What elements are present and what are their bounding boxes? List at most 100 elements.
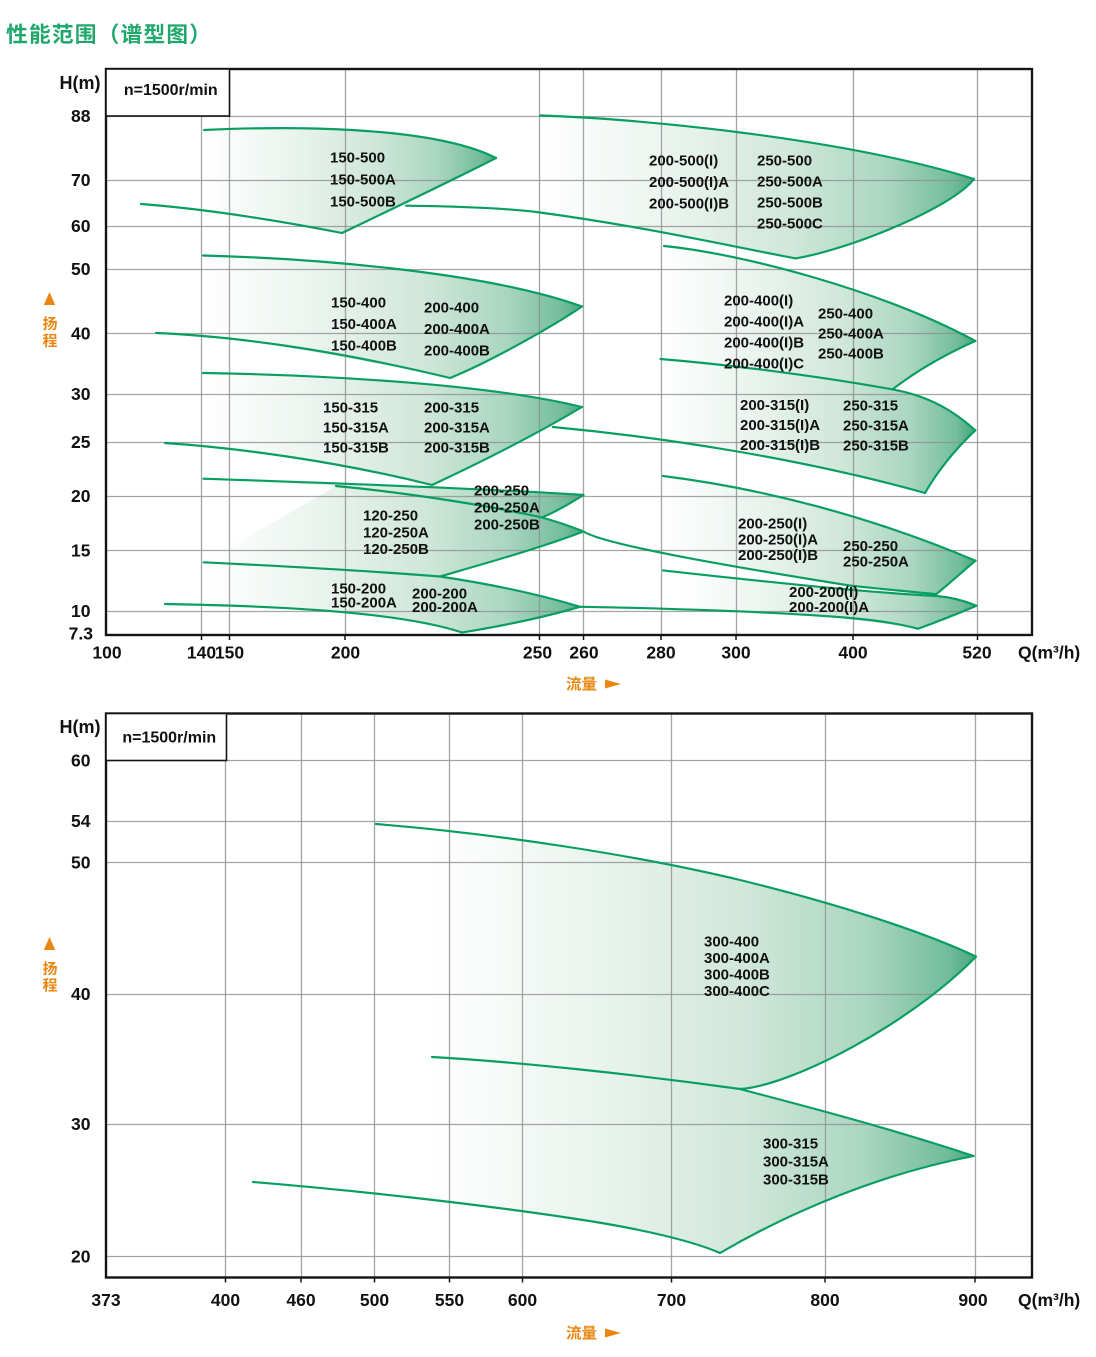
svg-text:150-500A: 150-500A <box>330 171 396 188</box>
svg-text:700: 700 <box>657 1290 686 1310</box>
svg-text:200-250: 200-250 <box>474 482 529 499</box>
svg-text:88: 88 <box>71 106 91 126</box>
svg-text:200-500(I): 200-500(I) <box>649 152 718 169</box>
svg-text:900: 900 <box>958 1290 987 1310</box>
svg-text:7.3: 7.3 <box>69 624 94 644</box>
svg-text:200-315(I): 200-315(I) <box>740 397 809 414</box>
svg-text:60: 60 <box>71 751 91 771</box>
svg-text:30: 30 <box>71 384 91 404</box>
svg-text:250-400A: 250-400A <box>818 325 884 342</box>
svg-text:250-500: 250-500 <box>757 152 812 169</box>
svg-text:n=1500r/min: n=1500r/min <box>124 82 218 99</box>
svg-text:600: 600 <box>508 1290 537 1310</box>
svg-text:100: 100 <box>92 643 121 663</box>
svg-text:200-400(I)C: 200-400(I)C <box>724 355 804 372</box>
svg-text:250-315A: 250-315A <box>843 417 909 434</box>
svg-text:Q(m³/h): Q(m³/h) <box>1018 1290 1080 1310</box>
svg-text:30: 30 <box>71 1114 91 1134</box>
svg-text:300-400: 300-400 <box>704 933 759 950</box>
svg-text:200-200(I)A: 200-200(I)A <box>789 599 869 616</box>
svg-text:200-400B: 200-400B <box>424 342 490 359</box>
svg-text:250-500C: 250-500C <box>757 215 823 232</box>
svg-text:800: 800 <box>810 1290 839 1310</box>
svg-text:150-315: 150-315 <box>323 399 378 416</box>
svg-text:20: 20 <box>71 486 91 506</box>
svg-text:300-315B: 300-315B <box>763 1171 829 1188</box>
svg-text:25: 25 <box>71 432 91 452</box>
svg-text:250-315: 250-315 <box>843 397 898 414</box>
svg-text:200-250(I)B: 200-250(I)B <box>738 547 818 564</box>
svg-text:150-315B: 150-315B <box>323 439 389 456</box>
svg-text:200-315(I)B: 200-315(I)B <box>740 437 820 454</box>
svg-text:50: 50 <box>71 853 91 873</box>
svg-text:150-400: 150-400 <box>331 294 386 311</box>
svg-text:140: 140 <box>187 643 216 663</box>
svg-text:150: 150 <box>215 643 244 663</box>
svg-text:200-315(I)A: 200-315(I)A <box>740 417 820 434</box>
svg-text:300-400C: 300-400C <box>704 983 770 1000</box>
svg-text:150-200A: 150-200A <box>331 594 397 611</box>
svg-text:250-400: 250-400 <box>818 305 873 322</box>
svg-text:120-250A: 120-250A <box>363 524 429 541</box>
svg-text:260: 260 <box>569 643 598 663</box>
svg-text:20: 20 <box>71 1247 91 1267</box>
svg-text:280: 280 <box>646 643 675 663</box>
svg-text:200-500(I)A: 200-500(I)A <box>649 174 729 191</box>
svg-text:250-500A: 250-500A <box>757 173 823 190</box>
svg-text:520: 520 <box>962 643 991 663</box>
svg-text:200-250(I): 200-250(I) <box>738 515 807 532</box>
svg-text:150-315A: 150-315A <box>323 419 389 436</box>
svg-text:250-250: 250-250 <box>843 538 898 555</box>
svg-text:200-315A: 200-315A <box>424 419 490 436</box>
svg-text:120-250B: 120-250B <box>363 541 429 558</box>
svg-text:150-500: 150-500 <box>330 149 385 166</box>
svg-text:n=1500r/min: n=1500r/min <box>122 730 216 747</box>
svg-text:373: 373 <box>91 1290 120 1310</box>
svg-text:200-500(I)B: 200-500(I)B <box>649 195 729 212</box>
svg-text:10: 10 <box>71 601 91 621</box>
svg-text:200-250B: 200-250B <box>474 516 540 533</box>
svg-text:200-400(I)A: 200-400(I)A <box>724 313 804 330</box>
svg-text:15: 15 <box>71 541 91 561</box>
svg-text:550: 550 <box>435 1290 464 1310</box>
svg-text:150-400A: 150-400A <box>331 316 397 333</box>
svg-text:300-315: 300-315 <box>763 1135 818 1152</box>
svg-text:150-200: 150-200 <box>331 580 386 597</box>
svg-text:200-250A: 200-250A <box>474 499 540 516</box>
svg-text:120-250: 120-250 <box>363 507 418 524</box>
svg-text:200-400(I)B: 200-400(I)B <box>724 334 804 351</box>
svg-text:70: 70 <box>71 170 91 190</box>
svg-text:300-400A: 300-400A <box>704 950 770 967</box>
svg-text:200-200A: 200-200A <box>412 599 478 616</box>
svg-text:60: 60 <box>71 216 91 236</box>
svg-text:400: 400 <box>838 643 867 663</box>
svg-text:400: 400 <box>211 1290 240 1310</box>
svg-text:200-400(I): 200-400(I) <box>724 292 793 309</box>
svg-text:40: 40 <box>71 984 91 1004</box>
svg-text:150-400B: 150-400B <box>331 337 397 354</box>
svg-text:250-400B: 250-400B <box>818 345 884 362</box>
svg-text:250-315B: 250-315B <box>843 437 909 454</box>
svg-text:300: 300 <box>721 643 750 663</box>
svg-text:200-315B: 200-315B <box>424 439 490 456</box>
svg-text:250-250A: 250-250A <box>843 553 909 570</box>
svg-text:460: 460 <box>286 1290 315 1310</box>
svg-text:250-500B: 250-500B <box>757 194 823 211</box>
svg-text:200: 200 <box>331 643 360 663</box>
svg-text:Q(m³/h): Q(m³/h) <box>1018 643 1080 663</box>
svg-text:200-400A: 200-400A <box>424 321 490 338</box>
svg-text:H(m): H(m) <box>60 717 101 737</box>
svg-text:40: 40 <box>71 324 91 344</box>
svg-text:200-250(I)A: 200-250(I)A <box>738 531 818 548</box>
svg-text:50: 50 <box>71 259 91 279</box>
svg-text:200-315: 200-315 <box>424 399 479 416</box>
svg-text:200-200(I): 200-200(I) <box>789 584 858 601</box>
svg-text:300-400B: 300-400B <box>704 966 770 983</box>
svg-text:300-315A: 300-315A <box>763 1153 829 1170</box>
svg-text:500: 500 <box>360 1290 389 1310</box>
svg-text:54: 54 <box>71 811 91 831</box>
svg-text:200-200: 200-200 <box>412 585 467 602</box>
svg-text:150-500B: 150-500B <box>330 193 396 210</box>
svg-text:H(m): H(m) <box>60 73 101 93</box>
svg-text:200-400: 200-400 <box>424 299 479 316</box>
